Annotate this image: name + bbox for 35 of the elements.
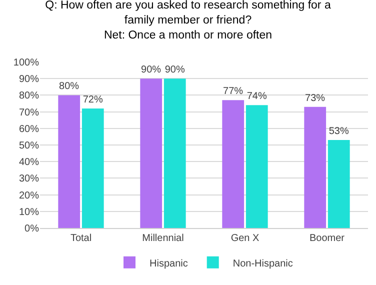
y-tick-label: 60% bbox=[18, 124, 40, 135]
bar bbox=[82, 108, 104, 228]
y-tick-label: 70% bbox=[18, 107, 40, 118]
x-tick-label: Boomer bbox=[309, 233, 346, 244]
bar bbox=[164, 78, 186, 228]
data-label: 72% bbox=[82, 94, 103, 106]
bar bbox=[58, 95, 80, 228]
chart-title: Q: How often are you asked to research something for a family member or friend? bbox=[45, 0, 332, 26]
chart-subtitle: Net: Once a month or more often bbox=[104, 29, 272, 42]
data-label: 73% bbox=[305, 92, 326, 104]
y-tick-label: 20% bbox=[18, 190, 40, 202]
y-tick-label: 100% bbox=[13, 58, 40, 68]
data-label: 80% bbox=[59, 81, 80, 92]
bar bbox=[222, 100, 244, 228]
y-tick-label: 50% bbox=[18, 140, 40, 152]
data-label: 53% bbox=[328, 126, 349, 138]
legend-label: Non-Hispanic bbox=[232, 258, 293, 270]
data-label: 90% bbox=[141, 64, 162, 76]
data-label: 74% bbox=[246, 91, 267, 102]
data-label: 77% bbox=[223, 86, 244, 98]
bar bbox=[140, 78, 162, 228]
bar bbox=[304, 106, 326, 228]
bar bbox=[328, 140, 350, 228]
x-tick-label: Total bbox=[70, 233, 92, 244]
y-tick-label: 80% bbox=[18, 90, 40, 102]
data-label: 90% bbox=[164, 64, 185, 76]
y-tick-label: 30% bbox=[18, 174, 40, 185]
x-tick-label: Gen X bbox=[230, 233, 260, 244]
y-tick-label: 90% bbox=[18, 74, 40, 86]
bar bbox=[246, 105, 268, 228]
y-tick-label: 10% bbox=[18, 206, 40, 218]
x-tick-label: Millennial bbox=[142, 233, 184, 244]
y-tick-label: 40% bbox=[18, 157, 40, 168]
y-tick-label: 0% bbox=[24, 224, 40, 234]
legend-label: Hispanic bbox=[150, 258, 188, 270]
